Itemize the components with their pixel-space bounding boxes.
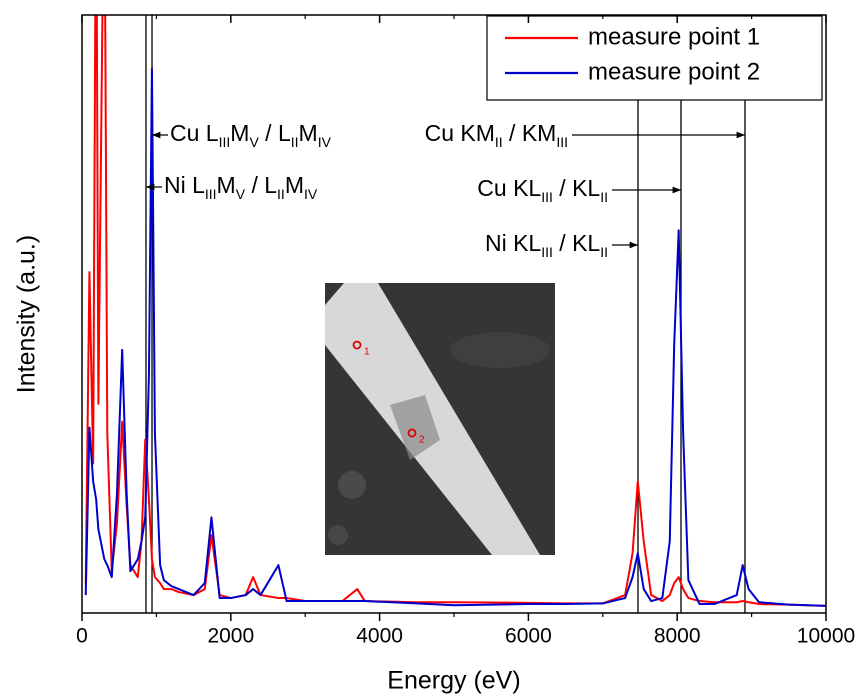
annotation-subscript: IV (304, 186, 318, 202)
inset-feature (338, 471, 366, 499)
annotation-text: / KM (503, 120, 557, 146)
annotation-subscript: II (277, 186, 285, 202)
annotation-subscript: V (249, 134, 259, 150)
legend-label: measure point 1 (588, 23, 760, 50)
legend-label: measure point 2 (588, 58, 760, 85)
annotation-subscript: II (600, 189, 608, 205)
annotation-text: / L (245, 172, 277, 198)
x-tick-label: 6000 (505, 625, 552, 648)
inset-label: 1 (364, 347, 370, 358)
annotation-text: / KL (553, 175, 601, 201)
annotation-text: / KL (553, 230, 601, 256)
annotation-label: Cu KMII / KMIII (425, 120, 568, 150)
annotation-subscript: III (541, 244, 553, 260)
inset-feature (328, 525, 348, 545)
annotation-subscript: V (236, 186, 246, 202)
data-line (84, 67, 826, 607)
x-axis-label: Energy (eV) (387, 667, 520, 695)
legend-box (486, 15, 823, 101)
x-tick-label: 4000 (356, 625, 403, 648)
annotation-subscript: III (541, 189, 553, 205)
annotation-subscript: II (600, 244, 608, 260)
annotation-text: / L (259, 120, 291, 146)
inset-feature (450, 332, 550, 368)
annotation-text: M (299, 120, 318, 146)
annotation-subscript: III (219, 134, 231, 150)
plot-area (84, 15, 826, 613)
inset-marker (352, 340, 362, 350)
annotation-subscript: III (556, 134, 568, 150)
annotation-subscript: II (291, 134, 299, 150)
x-tick-label: 8000 (654, 625, 701, 648)
inset-junction (390, 395, 440, 460)
annotation-subscript: II (495, 134, 503, 150)
annotation-text: Cu KL (477, 175, 541, 201)
annotation-text: M (230, 120, 249, 146)
x-tick-label: 2000 (207, 625, 254, 648)
annotation-text: Ni KL (485, 230, 541, 256)
annotation-label: Ni LIIIMV / LIIMIV (164, 172, 318, 202)
x-tick-label: 0 (76, 625, 88, 648)
annotation-subscript: IV (318, 134, 332, 150)
annotation-text: Ni L (164, 172, 205, 198)
annotation-text: M (285, 172, 304, 198)
y-axis-label: Intensity (a.u.) (13, 235, 41, 393)
inset-label: 2 (419, 435, 425, 446)
annotation-text: Cu L (170, 120, 219, 146)
annotation-text: M (217, 172, 236, 198)
annotation-subscript: III (205, 186, 217, 202)
annotation-label: Cu KLIII / KLII (477, 175, 608, 205)
annotation-label: Ni KLIII / KLII (485, 230, 608, 260)
inset-marker (407, 428, 417, 438)
x-tick-label: 10000 (797, 625, 855, 648)
annotation-text: Cu KM (425, 120, 495, 146)
annotation-label: Cu LIIIMV / LIIMIV (170, 120, 332, 150)
inset-image: 1 2 (325, 283, 555, 555)
